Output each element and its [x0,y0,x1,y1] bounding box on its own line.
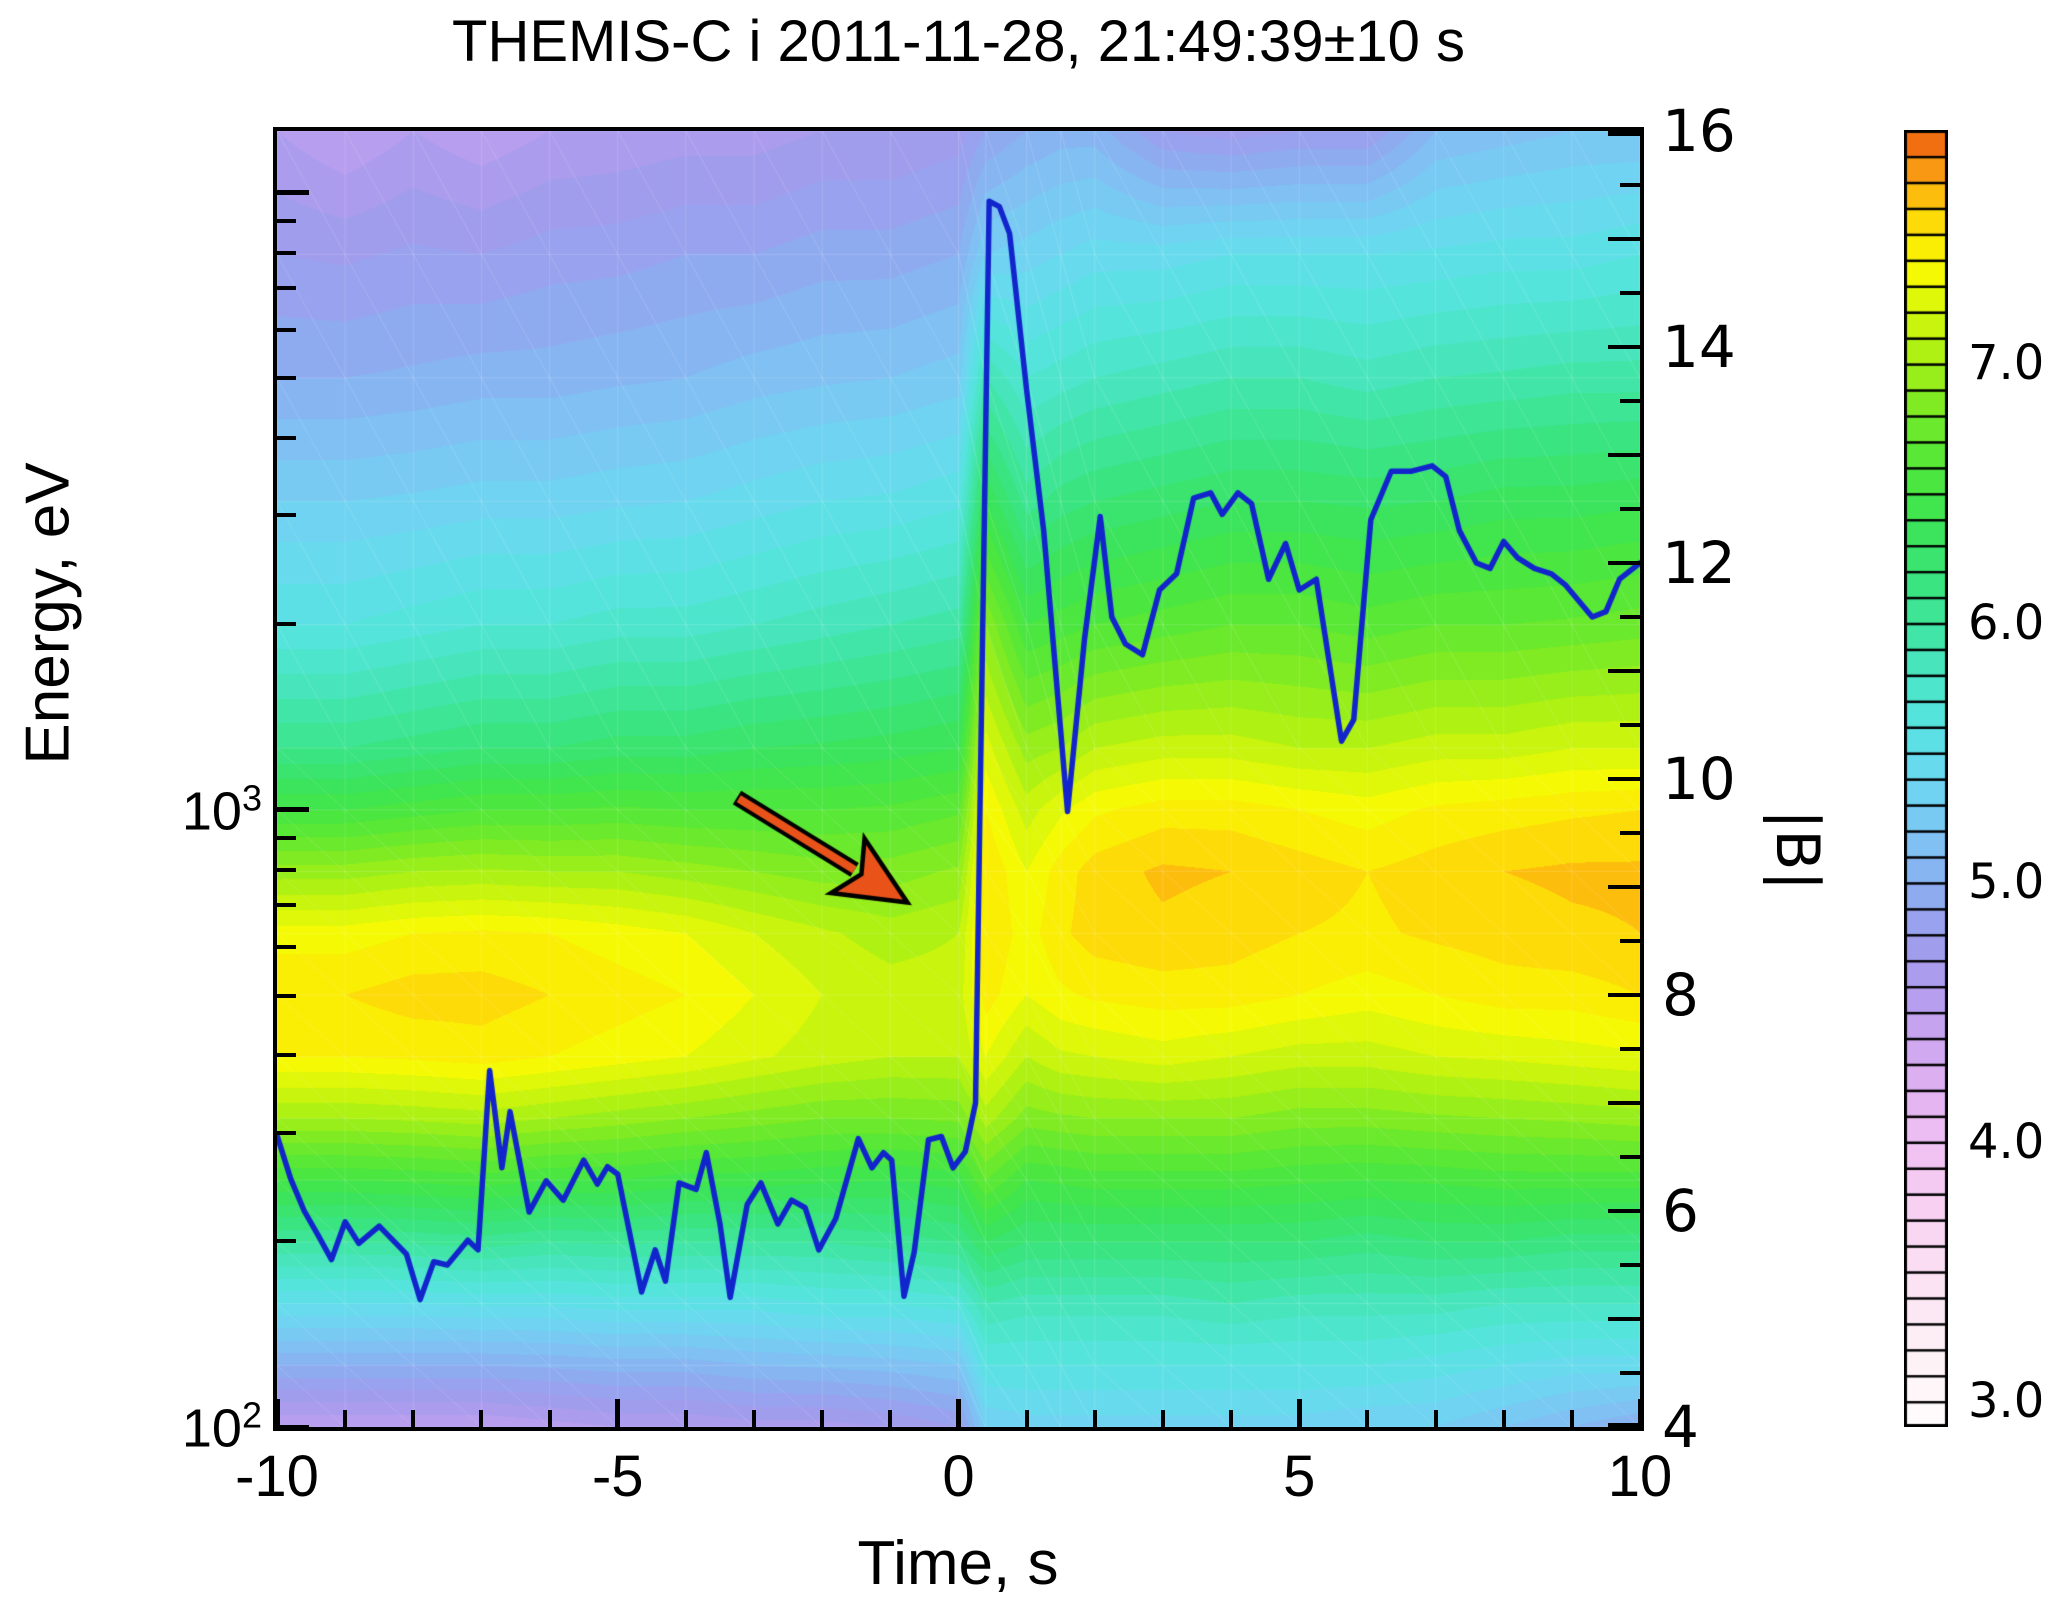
y-major-tick [277,1424,309,1430]
b-tick-label: 8 [1662,961,1699,1029]
x-minor-tick [752,1410,757,1427]
x-tick-label: 5 [1283,1444,1316,1509]
b-major-tick [1608,452,1640,458]
b-minor-tick [1620,182,1640,188]
x-minor-tick [1569,1410,1574,1427]
colorbar [1904,130,1948,1427]
y-major-tick [277,190,309,196]
x-minor-tick [683,1410,688,1427]
x-minor-tick [820,1410,825,1427]
spectrogram-plot-area [273,127,1644,1431]
b-major-tick [1608,1423,1640,1428]
b-major-tick [1608,131,1640,136]
x-major-tick [615,1399,621,1427]
x-axis-title: Time, s [857,1529,1059,1598]
x-major-tick [274,1399,280,1427]
b-major-tick [1608,236,1640,242]
spectrogram-canvas [277,131,1640,1427]
y-minor-tick [277,376,296,381]
b-major-tick [1608,560,1640,566]
x-major-tick [1296,1399,1302,1427]
x-major-tick [1637,1399,1643,1427]
y-minor-tick [277,903,296,908]
y-minor-tick [277,1130,296,1135]
y-minor-tick [277,867,296,872]
y-tick-label: 102 [181,1394,262,1459]
y-minor-tick [277,218,296,223]
b-tick-label: 10 [1662,745,1736,813]
y-minor-tick [277,327,296,332]
x-minor-tick [1229,1410,1234,1427]
x-tick-label: 10 [1607,1444,1673,1509]
b-minor-tick [1620,1154,1640,1160]
b-major-tick [1608,1316,1640,1322]
x-tick-label: 0 [942,1444,975,1509]
b-minor-tick [1620,722,1640,728]
right-axis-title: |B| [1762,809,1832,891]
x-minor-tick [1160,1410,1165,1427]
b-tick-label: 4 [1662,1393,1699,1461]
x-minor-tick [547,1410,552,1427]
x-major-tick [956,1399,961,1427]
x-minor-tick [479,1410,484,1427]
b-minor-tick [1620,290,1640,296]
x-minor-tick [411,1410,416,1427]
b-minor-tick [1620,614,1640,620]
b-tick-label: 16 [1662,97,1736,165]
y-tick-label: 103 [181,777,262,842]
b-minor-tick [1620,398,1640,404]
b-major-tick [1608,992,1640,998]
y-minor-tick [277,1239,296,1244]
colorbar-tick-label: 5.0 [1968,854,2045,911]
x-minor-tick [1433,1410,1438,1427]
y-minor-tick [277,993,296,998]
b-minor-tick [1620,1370,1640,1376]
y-minor-tick [277,286,296,291]
y-minor-tick [277,436,296,441]
b-major-tick [1608,884,1640,890]
b-tick-label: 12 [1662,529,1736,597]
b-major-tick [1608,1208,1640,1214]
x-minor-tick [343,1410,348,1427]
x-minor-tick [888,1410,893,1427]
b-minor-tick [1620,938,1640,944]
y-minor-tick [277,513,296,518]
b-major-tick [1608,668,1640,674]
x-minor-tick [1365,1410,1370,1427]
colorbar-tick-label: 6.0 [1968,594,2045,651]
b-major-tick [1608,776,1640,782]
y-axis-title: Energy, eV [13,462,83,765]
b-major-tick [1608,344,1640,350]
x-minor-tick [1024,1410,1029,1427]
figure-title: THEMIS-C i 2011-11-28, 21:49:39±10 s [452,9,1465,74]
y-minor-tick [277,1053,296,1058]
b-minor-tick [1620,1046,1640,1052]
b-major-tick [1608,1100,1640,1106]
y-major-tick [277,807,309,813]
b-minor-tick [1620,1262,1640,1268]
y-minor-tick [277,836,296,841]
x-tick-label: -5 [591,1444,644,1509]
x-minor-tick [1501,1410,1506,1427]
x-tick-label: -10 [235,1444,319,1509]
b-minor-tick [1620,830,1640,836]
y-minor-tick [277,944,296,949]
x-minor-tick [1092,1410,1097,1427]
y-minor-tick [277,250,296,255]
y-minor-tick [277,622,296,627]
colorbar-tick-label: 3.0 [1968,1373,2045,1430]
b-minor-tick [1620,506,1640,512]
b-tick-label: 14 [1662,313,1736,381]
b-tick-label: 6 [1662,1177,1699,1245]
colorbar-tick-label: 4.0 [1968,1113,2045,1170]
colorbar-tick-label: 7.0 [1968,335,2045,392]
